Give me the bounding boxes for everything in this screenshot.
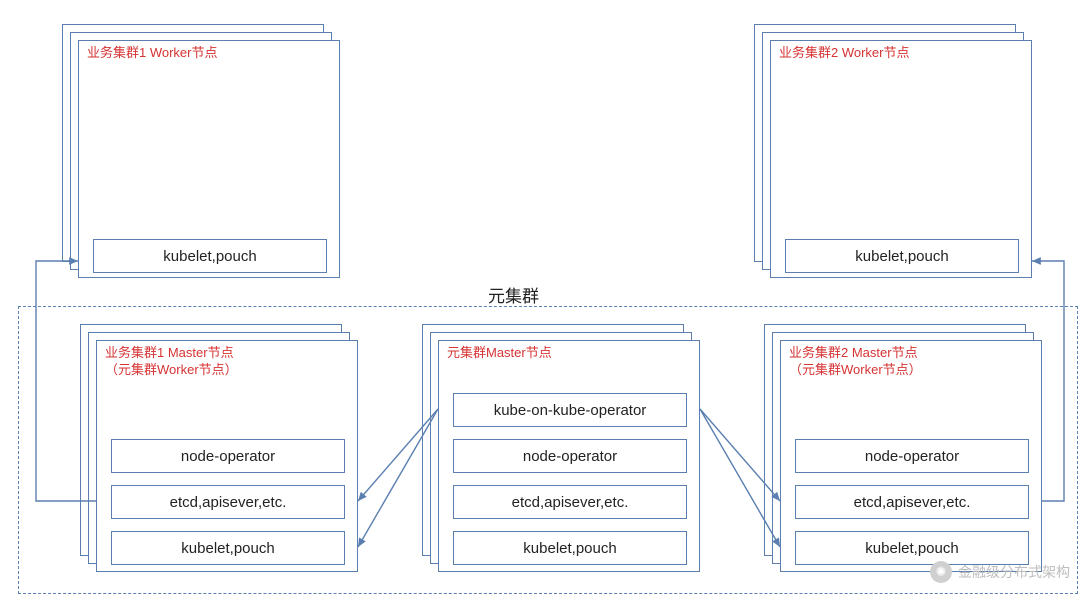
group-meta_master-layer-front: 元集群Master节点 kube-on-kube-operator node-ope…: [438, 340, 700, 572]
group-worker2-layer-front: 业务集群2 Worker节点 kubelet,pouch: [770, 40, 1032, 278]
box-worker1-kubelet: kubelet,pouch: [93, 239, 327, 273]
group-worker1-layer-front: 业务集群1 Worker节点 kubelet,pouch: [78, 40, 340, 278]
box-master1-etcd: etcd,apisever,etc.: [111, 485, 345, 519]
box-meta_master-kok_operator: kube-on-kube-operator: [453, 393, 687, 427]
group-worker1: 业务集群1 Worker节点 kubelet,pouch: [62, 24, 340, 278]
group-master2: 业务集群2 Master节点 （元集群Worker节点） node-operato…: [764, 324, 1042, 572]
box-master2-kubelet: kubelet,pouch: [795, 531, 1029, 565]
watermark-text: 金融级分布式架构: [958, 562, 1070, 582]
box-master1-kubelet: kubelet,pouch: [111, 531, 345, 565]
group-meta_master-title: 元集群Master节点: [447, 345, 552, 362]
group-master1: 业务集群1 Master节点 （元集群Worker节点） node-operato…: [80, 324, 358, 572]
group-master1-layer-front: 业务集群1 Master节点 （元集群Worker节点） node-operato…: [96, 340, 358, 572]
group-master2-title: 业务集群2 Master节点 （元集群Worker节点）: [789, 345, 922, 379]
diagram-canvas: 元集群 ✺ 金融级分布式架构 业务集群1 Worker节点 kubelet,pou…: [0, 0, 1080, 603]
group-master1-title: 业务集群1 Master节点 （元集群Worker节点）: [105, 345, 238, 379]
group-worker2: 业务集群2 Worker节点 kubelet,pouch: [754, 24, 1032, 278]
group-worker2-title: 业务集群2 Worker节点: [779, 45, 910, 62]
box-master2-etcd: etcd,apisever,etc.: [795, 485, 1029, 519]
group-worker1-title: 业务集群1 Worker节点: [87, 45, 218, 62]
watermark: ✺ 金融级分布式架构: [930, 561, 1070, 583]
box-meta_master-etcd: etcd,apisever,etc.: [453, 485, 687, 519]
box-meta_master-kubelet: kubelet,pouch: [453, 531, 687, 565]
meta-cluster-label: 元集群: [488, 282, 539, 307]
group-master2-layer-front: 业务集群2 Master节点 （元集群Worker节点） node-operato…: [780, 340, 1042, 572]
group-meta_master: 元集群Master节点 kube-on-kube-operator node-ope…: [422, 324, 700, 572]
box-master1-node_operator: node-operator: [111, 439, 345, 473]
box-meta_master-node_operator: node-operator: [453, 439, 687, 473]
box-worker2-kubelet: kubelet,pouch: [785, 239, 1019, 273]
box-master2-node_operator: node-operator: [795, 439, 1029, 473]
watermark-icon: ✺: [930, 561, 952, 583]
